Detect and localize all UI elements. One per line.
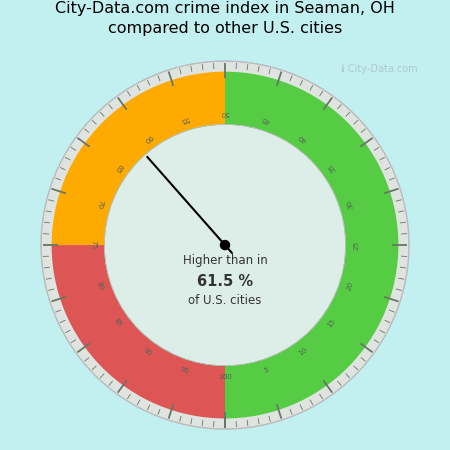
Text: 20: 20 xyxy=(346,280,355,291)
Text: 65: 65 xyxy=(113,162,123,173)
Wedge shape xyxy=(225,72,398,418)
Wedge shape xyxy=(52,245,225,418)
Text: of U.S. cities: of U.S. cities xyxy=(188,294,262,307)
Text: 100: 100 xyxy=(218,374,232,380)
Text: 60: 60 xyxy=(142,133,153,144)
Text: 55: 55 xyxy=(179,115,189,124)
Wedge shape xyxy=(52,72,225,245)
Text: 0: 0 xyxy=(223,374,227,380)
Text: 15: 15 xyxy=(327,317,337,328)
Text: 80: 80 xyxy=(95,280,104,291)
Text: ℹ City-Data.com: ℹ City-Data.com xyxy=(342,64,418,74)
Text: 30: 30 xyxy=(346,199,355,210)
Title: City-Data.com crime index in Seaman, OH
compared to other U.S. cities: City-Data.com crime index in Seaman, OH … xyxy=(55,1,395,36)
Text: 35: 35 xyxy=(327,162,337,173)
Text: 45: 45 xyxy=(261,115,271,124)
Text: 50: 50 xyxy=(220,110,230,116)
Text: 25: 25 xyxy=(354,240,360,250)
Circle shape xyxy=(104,125,346,366)
Text: 90: 90 xyxy=(142,346,153,357)
Text: 85: 85 xyxy=(113,317,123,328)
Text: 75: 75 xyxy=(90,240,96,250)
Text: 95: 95 xyxy=(179,366,189,375)
Circle shape xyxy=(41,61,409,429)
Text: 70: 70 xyxy=(95,199,104,210)
Text: 40: 40 xyxy=(297,133,308,144)
Text: 10: 10 xyxy=(297,346,308,357)
Text: 5: 5 xyxy=(263,367,269,374)
Text: 61.5 %: 61.5 % xyxy=(197,274,253,289)
Circle shape xyxy=(220,241,230,250)
Text: Higher than in: Higher than in xyxy=(183,254,267,267)
